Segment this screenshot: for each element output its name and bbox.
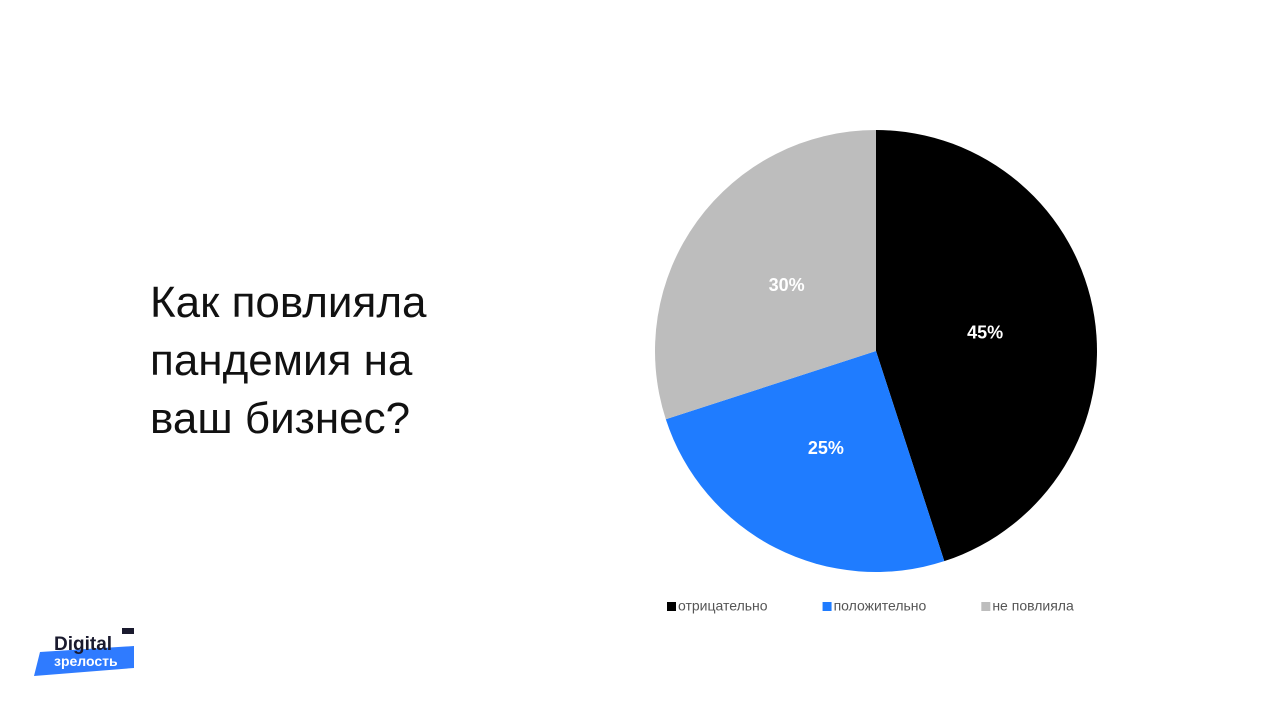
data-label: 25% (808, 438, 844, 458)
pie-slice (876, 130, 1098, 562)
data-label: 45% (967, 322, 1003, 342)
legend-label: отрицательно (678, 598, 768, 614)
data-label: 30% (769, 275, 805, 295)
legend-label: не повлияла (992, 598, 1074, 614)
logo-text: Digital (54, 634, 112, 655)
legend-swatch (667, 602, 676, 611)
logo-text: зрелость (54, 653, 118, 669)
pie-slice (665, 351, 945, 572)
logo: Digital зрелость (34, 628, 134, 676)
legend-label: положительно (834, 598, 927, 614)
legend-swatch (981, 602, 991, 611)
logo-band (34, 646, 134, 676)
slide-title: Как повлияла пандемия на ваш бизнес? (150, 278, 427, 443)
pie-slice (655, 130, 876, 420)
logo-badge (122, 628, 134, 634)
legend-swatch (822, 602, 832, 611)
